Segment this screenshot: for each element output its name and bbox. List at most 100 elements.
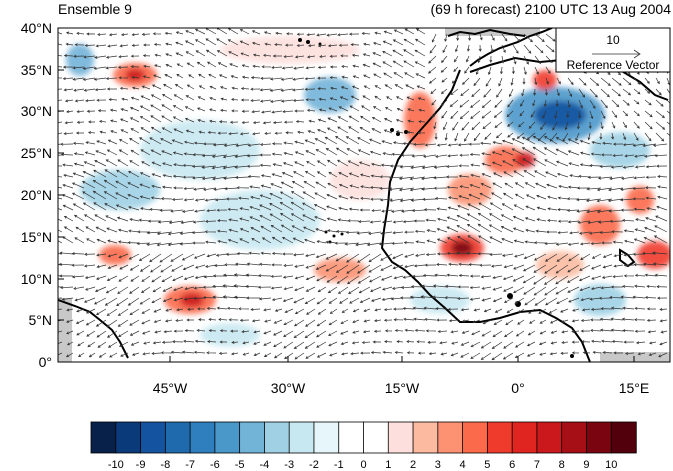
wind-vector [153, 42, 162, 46]
wind-vector [403, 49, 415, 57]
wind-vector [556, 253, 569, 262]
wind-vector [444, 33, 448, 42]
wind-vector [417, 131, 426, 135]
wind-vector [231, 340, 239, 344]
wind-vector [644, 99, 652, 106]
wind-vector [250, 76, 261, 80]
wind-vector [392, 231, 404, 235]
wind-vector [660, 330, 668, 334]
wind-vector [257, 274, 272, 278]
wind-vector [543, 147, 558, 156]
wind-vector [429, 44, 437, 54]
wind-vector [259, 163, 272, 167]
wind-vector [580, 319, 591, 323]
wind-vector [569, 174, 580, 178]
wind-vector [655, 132, 665, 142]
wind-vector [326, 275, 338, 283]
wind-vector [198, 318, 206, 322]
wind-vector [348, 286, 360, 295]
wind-vector [534, 33, 545, 42]
wind-vector [633, 77, 641, 85]
anomaly-blob [200, 190, 320, 250]
wind-vector [501, 203, 514, 211]
wind-vector [129, 106, 140, 112]
wind-vector [106, 87, 117, 91]
wind-vector [293, 297, 305, 304]
wind-vector [528, 308, 536, 314]
wind-vector [217, 219, 228, 223]
wind-vector [526, 341, 536, 347]
wind-vector [239, 318, 250, 322]
anomaly-blob [404, 92, 436, 148]
wind-vector [314, 215, 327, 222]
wind-vector [637, 352, 646, 356]
wind-vector [58, 43, 63, 46]
wind-vector [258, 262, 272, 266]
wind-vector [88, 352, 96, 358]
colorbar-swatch [462, 421, 489, 454]
wind-vector [82, 202, 96, 211]
wind-vector [567, 88, 573, 98]
wind-vector [227, 207, 239, 211]
wind-vector [173, 297, 184, 302]
wind-vector [271, 297, 283, 302]
reference-vector-box: 10 Reference Vector [555, 27, 671, 73]
wind-vector [175, 31, 184, 35]
wind-vector [644, 273, 657, 277]
wind-vector [294, 264, 305, 268]
wind-vector [634, 228, 646, 233]
wind-vector [104, 169, 118, 178]
wind-vector [175, 52, 184, 57]
wind-vector [329, 352, 338, 357]
wind-vector [63, 215, 74, 222]
anomaly-blob [533, 70, 557, 90]
wind-vector [259, 99, 272, 103]
wind-vector [117, 240, 129, 244]
wind-vector [624, 239, 635, 244]
wind-vector [379, 198, 393, 202]
wind-vector [645, 196, 657, 200]
wind-vector [610, 165, 624, 169]
wind-vector [514, 193, 525, 200]
wind-vector [327, 117, 338, 123]
wind-vector [544, 264, 558, 274]
land-mask-europe [445, 28, 540, 36]
wind-vector [398, 176, 415, 181]
wind-vector [403, 241, 415, 245]
wind-vector [271, 142, 283, 146]
wind-vector [142, 352, 151, 356]
wind-vector [239, 217, 250, 222]
wind-vector [555, 286, 569, 295]
wind-vector [494, 121, 503, 128]
wind-vector [248, 251, 261, 255]
wind-vector [576, 198, 591, 202]
wind-vector [644, 226, 657, 233]
wind-vector [337, 159, 349, 167]
wind-vector [338, 43, 349, 47]
wind-vector [205, 38, 217, 46]
wind-vector [279, 202, 294, 211]
wind-vector [63, 54, 74, 58]
wind-vector [118, 55, 129, 59]
wind-vector [433, 121, 437, 130]
wind-vector [523, 170, 536, 178]
wind-vector [283, 330, 294, 337]
lat-label-0: 0° [39, 354, 52, 370]
wind-vector [406, 96, 415, 101]
wind-vector [152, 286, 162, 293]
wind-vector [97, 109, 107, 113]
wind-vector [335, 147, 349, 156]
wind-vector [227, 238, 239, 244]
wind-vector [261, 65, 272, 69]
wind-vector [655, 99, 664, 107]
wind-vector [58, 53, 63, 57]
wind-vector [229, 120, 239, 124]
wind-vector [491, 352, 503, 361]
wind-vector [325, 264, 338, 272]
wind-vector [599, 231, 613, 235]
wind-vector [247, 174, 261, 178]
wind-vector [76, 330, 85, 336]
wind-vector [548, 308, 558, 314]
wind-vector [191, 164, 206, 168]
wind-vector [612, 240, 624, 244]
